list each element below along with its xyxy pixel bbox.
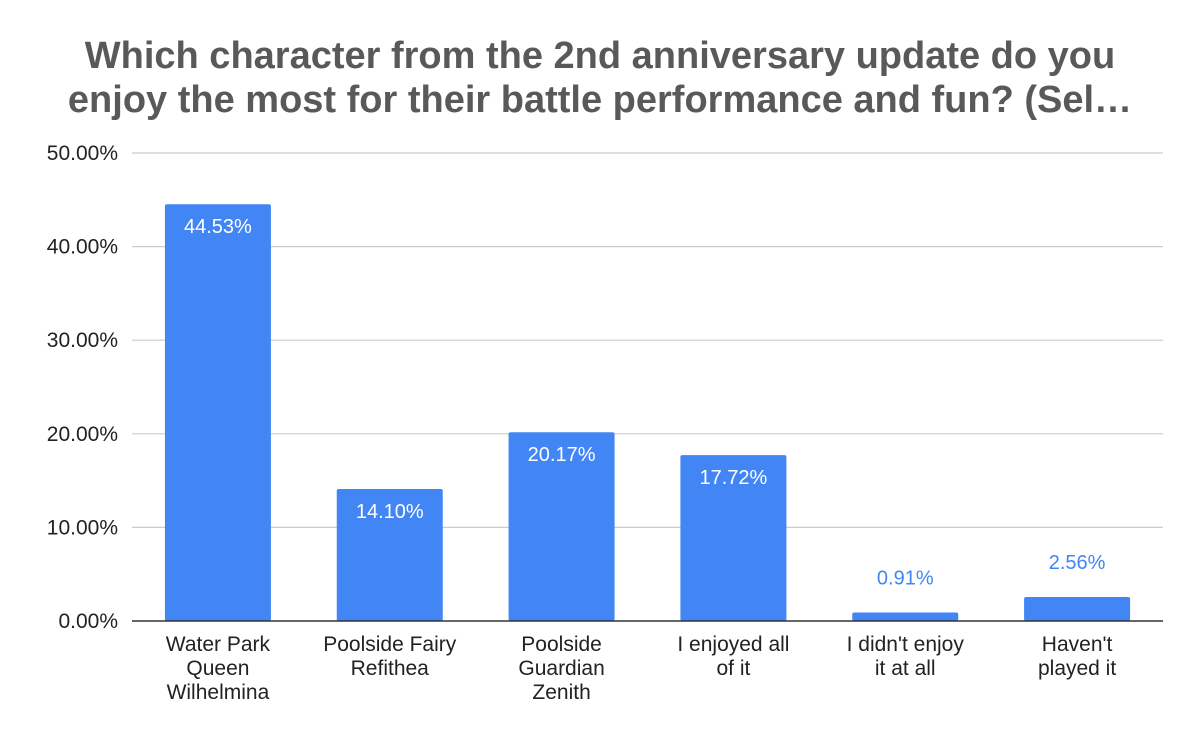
bar — [336, 489, 443, 621]
category-label: of it — [716, 657, 750, 680]
bar — [852, 612, 959, 621]
category-label: Poolside — [521, 633, 602, 656]
data-label: 44.53% — [184, 216, 252, 238]
data-label: 17.72% — [699, 467, 767, 489]
y-tick-label: 40.00% — [47, 236, 118, 259]
category-label: Wilhelmina — [167, 681, 270, 704]
category-label: Water Park — [166, 633, 271, 656]
category-label: Queen — [186, 657, 249, 680]
category-label: it at all — [875, 657, 936, 680]
chart-title-line-2: enjoy the most for their battle performa… — [68, 79, 1132, 121]
data-label: 0.91% — [877, 567, 934, 589]
data-label: 14.10% — [356, 501, 424, 523]
category-label: I enjoyed all — [677, 633, 789, 656]
category-label: Haven't — [1042, 633, 1113, 656]
data-label: 2.56% — [1049, 552, 1106, 574]
category-label: played it — [1038, 657, 1116, 680]
bar — [508, 432, 615, 621]
category-label: Refithea — [351, 657, 430, 680]
category-label: Poolside Fairy — [323, 633, 457, 656]
category-label: Zenith — [532, 681, 590, 704]
y-tick-label: 20.00% — [47, 423, 118, 446]
bars — [164, 204, 1131, 621]
y-tick-label: 10.00% — [47, 516, 118, 539]
y-axis-ticks: 0.00% 10.00% 20.00% 30.00% 40.00% 50.00% — [47, 142, 118, 633]
category-label: I didn't enjoy — [847, 633, 965, 656]
data-labels: 44.53% 14.10% 20.17% 17.72% 0.91% 2.56% — [184, 216, 1106, 589]
chart-title-line-1: Which character from the 2nd anniversary… — [85, 35, 1115, 77]
bar — [1024, 597, 1131, 621]
bar — [680, 455, 787, 621]
y-tick-label: 0.00% — [58, 610, 118, 633]
y-tick-label: 50.00% — [47, 142, 118, 165]
bar — [164, 204, 271, 621]
chart-title: Which character from the 2nd anniversary… — [68, 35, 1132, 121]
gridlines — [132, 152, 1163, 529]
data-label: 20.17% — [528, 444, 596, 466]
y-tick-label: 30.00% — [47, 329, 118, 352]
category-label: Guardian — [518, 657, 604, 680]
